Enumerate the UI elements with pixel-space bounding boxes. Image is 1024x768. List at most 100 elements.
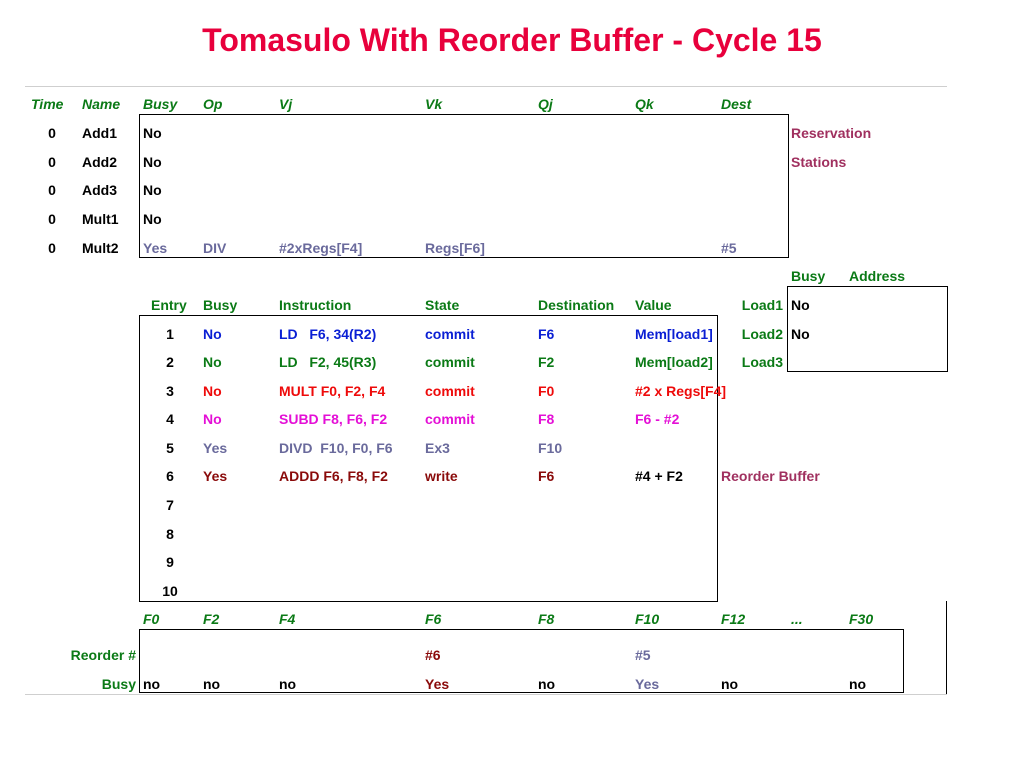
- reg-header: F12: [721, 611, 746, 627]
- rob-row-entry: 6: [166, 468, 174, 484]
- rob-row-state: write: [425, 468, 458, 484]
- rob-row-destination: F0: [538, 383, 555, 399]
- rob-row-state: commit: [425, 326, 475, 342]
- register-status-box: [139, 629, 904, 693]
- rob-header-value: Value: [635, 297, 672, 313]
- reg-header: ...: [791, 611, 803, 627]
- rs-row-name: Mult2: [82, 240, 119, 256]
- rs-row-time: 0: [48, 240, 56, 256]
- busy-label: Busy: [101, 676, 136, 692]
- load-row-busy: No: [791, 297, 810, 313]
- page-title: Tomasulo With Reorder Buffer - Cycle 15: [202, 22, 822, 58]
- rs-row-name: Mult1: [82, 211, 119, 227]
- rob-row-destination: F8: [538, 411, 555, 427]
- reg-busy-value: no: [849, 676, 867, 692]
- rob-row-entry: 7: [166, 497, 174, 513]
- rs-header-time: Time: [31, 96, 64, 112]
- rs-row-time: 0: [48, 125, 56, 141]
- rs-label-line1: Reservation: [791, 125, 872, 141]
- rob-row-entry: 2: [166, 354, 174, 370]
- rob-row-busy: No: [203, 326, 222, 342]
- rob-row-entry: 3: [166, 383, 174, 399]
- reservation-stations-box: [139, 114, 789, 258]
- reg-busy-value: Yes: [635, 676, 660, 692]
- rob-row-value: Mem[load1]: [635, 326, 713, 342]
- rob-row-entry: 9: [166, 554, 174, 570]
- reg-header: F0: [143, 611, 160, 627]
- rob-row-state: Ex3: [425, 440, 450, 456]
- rs-row-op: DIV: [203, 240, 227, 256]
- rob-row-destination: F6: [538, 468, 555, 484]
- reg-header: F8: [538, 611, 555, 627]
- load-header-address: Address: [849, 268, 906, 284]
- rob-row-entry: 5: [166, 440, 174, 456]
- bottom-rule: [25, 694, 947, 695]
- reg-header: F2: [203, 611, 220, 627]
- rob-row-busy: No: [203, 383, 222, 399]
- rob-row-entry: 1: [166, 326, 174, 342]
- rs-row-name: Add3: [82, 182, 117, 198]
- rob-row-state: commit: [425, 383, 475, 399]
- rob-row-value: #4 + F2: [635, 468, 683, 484]
- rob-row-instruction: ADDD F6, F8, F2: [279, 468, 388, 484]
- rs-header-vk: Vk: [425, 96, 443, 112]
- load-header-busy: Busy: [791, 268, 826, 284]
- rob-row-entry: 10: [162, 583, 178, 599]
- reg-busy-value: no: [538, 676, 556, 692]
- reg-busy-value: no: [279, 676, 297, 692]
- rs-row-busy: No: [143, 182, 162, 198]
- rs-label-line2: Stations: [791, 154, 847, 170]
- rs-row-busy: No: [143, 154, 162, 170]
- load-row-name: Load2: [741, 326, 783, 342]
- reg-busy-value: no: [143, 676, 161, 692]
- rob-row-busy: No: [203, 411, 222, 427]
- rs-row-vk: Regs[F6]: [425, 240, 485, 256]
- rs-header-dest: Dest: [721, 96, 752, 112]
- reg-busy-value: no: [721, 676, 739, 692]
- rs-row-name: Add1: [82, 125, 117, 141]
- rs-header-name: Name: [82, 96, 121, 112]
- load-row-name: Load3: [741, 354, 783, 370]
- reg-reorder-value: #5: [635, 647, 651, 663]
- reg-header: F6: [425, 611, 442, 627]
- rob-row-instruction: LD F2, 45(R3): [279, 354, 377, 370]
- reorder-label: Reorder #: [70, 647, 136, 663]
- reorder-buffer-box: [139, 315, 718, 602]
- reg-header: F4: [279, 611, 296, 627]
- rs-header-qj: Qj: [538, 96, 553, 112]
- rs-row-name: Add2: [82, 154, 117, 170]
- rs-row-time: 0: [48, 211, 56, 227]
- rs-row-busy: No: [143, 211, 162, 227]
- rob-row-state: commit: [425, 354, 475, 370]
- rob-header-entry: Entry: [151, 297, 187, 313]
- rob-header-destination: Destination: [538, 297, 615, 313]
- reg-busy-value: no: [203, 676, 221, 692]
- rob-row-state: commit: [425, 411, 475, 427]
- rob-row-busy: Yes: [203, 468, 228, 484]
- rs-row-time: 0: [48, 154, 56, 170]
- rs-row-busy: Yes: [143, 240, 168, 256]
- rob-header-state: State: [425, 297, 460, 313]
- rs-row-dest: #5: [721, 240, 737, 256]
- rob-row-value: #2 x Regs[F4]: [635, 383, 727, 399]
- rs-row-time: 0: [48, 182, 56, 198]
- rob-row-destination: F2: [538, 354, 555, 370]
- rob-header-busy: Busy: [203, 297, 238, 313]
- rs-header-vj: Vj: [279, 96, 293, 112]
- rob-label: Reorder Buffer: [721, 468, 820, 484]
- right-divider: [946, 601, 947, 694]
- rob-row-instruction: SUBD F8, F6, F2: [279, 411, 388, 427]
- rs-header-busy: Busy: [143, 96, 178, 112]
- rob-row-destination: F10: [538, 440, 563, 456]
- rob-row-instruction: LD F6, 34(R2): [279, 326, 377, 342]
- rob-row-value: Mem[load2]: [635, 354, 713, 370]
- rob-row-value: F6 - #2: [635, 411, 680, 427]
- rob-row-entry: 8: [166, 526, 174, 542]
- rs-header-qk: Qk: [635, 96, 654, 112]
- rob-row-destination: F6: [538, 326, 555, 342]
- rob-row-instruction: MULT F0, F2, F4: [279, 383, 386, 399]
- reg-busy-value: Yes: [425, 676, 450, 692]
- rob-row-busy: No: [203, 354, 222, 370]
- reg-reorder-value: #6: [425, 647, 441, 663]
- rob-row-instruction: DIVD F10, F0, F6: [279, 440, 393, 456]
